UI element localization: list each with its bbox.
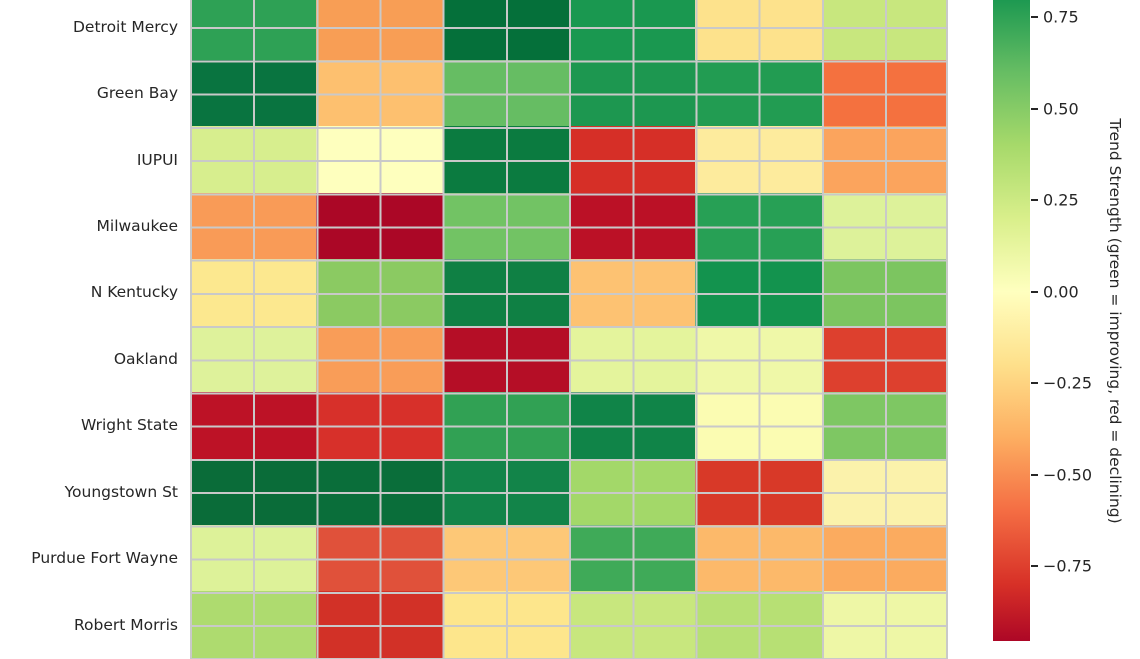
heatmap-grid bbox=[190, 0, 948, 659]
colorbar-tick-mark bbox=[1031, 16, 1038, 18]
row-label: Detroit Mercy bbox=[72, 17, 178, 36]
heatmap-cell bbox=[569, 192, 696, 260]
row-label: Oakland bbox=[113, 349, 178, 368]
colorbar-tick-label: −0.25 bbox=[1043, 373, 1093, 393]
heatmap-cell bbox=[821, 591, 948, 658]
heatmap-cell bbox=[695, 126, 822, 193]
row-label: Green Bay bbox=[96, 84, 178, 103]
heatmap-cell bbox=[190, 458, 317, 525]
heatmap-cell bbox=[569, 392, 696, 459]
y-axis-labels: Detroit Mercy Green Bay IUPUI Milwaukee N Ke… bbox=[0, 0, 178, 641]
heatmap-cell bbox=[821, 126, 948, 193]
heatmap-cell bbox=[190, 60, 317, 127]
heatmap-cell bbox=[442, 325, 569, 393]
heatmap-cell bbox=[190, 392, 317, 459]
heatmap-cell bbox=[190, 192, 317, 260]
heatmap-cell bbox=[569, 591, 696, 658]
heatmap-cell bbox=[695, 524, 822, 592]
heatmap-cell bbox=[821, 60, 948, 127]
colorbar-tick-label: 0.50 bbox=[1043, 99, 1079, 118]
heatmap-cell bbox=[190, 0, 317, 61]
colorbar-tick-label: 0.00 bbox=[1043, 282, 1079, 301]
heatmap-cell bbox=[569, 524, 696, 592]
heatmap-cell bbox=[190, 325, 317, 393]
heatmap-cell bbox=[442, 458, 569, 525]
heatmap-cell bbox=[442, 60, 569, 127]
colorbar-axis-label: Trend Strength (green = improving, red =… bbox=[1106, 117, 1124, 524]
heatmap-cell bbox=[821, 524, 948, 592]
row-label: N Kentucky bbox=[90, 283, 178, 302]
heatmap-cell bbox=[569, 126, 696, 193]
heatmap-cell bbox=[695, 0, 822, 61]
heatmap-cell bbox=[821, 192, 948, 260]
heatmap-cell bbox=[695, 392, 822, 459]
heatmap-cell bbox=[569, 458, 696, 525]
colorbar-gradient bbox=[993, 0, 1030, 641]
heatmap-cell bbox=[695, 325, 822, 393]
heatmap-cell bbox=[442, 0, 569, 61]
heatmap-cell bbox=[316, 0, 443, 61]
heatmap-cell bbox=[190, 591, 317, 658]
heatmap-cell bbox=[821, 259, 948, 326]
heatmap-cell bbox=[190, 259, 317, 326]
heatmap-cell bbox=[190, 524, 317, 592]
heatmap-cell bbox=[821, 325, 948, 393]
heatmap-cell bbox=[442, 524, 569, 592]
heatmap-cell bbox=[695, 458, 822, 525]
heatmap-cell bbox=[569, 0, 696, 61]
heatmap-cell bbox=[695, 259, 822, 326]
heatmap-cell bbox=[442, 591, 569, 658]
heatmap-cell bbox=[695, 60, 822, 127]
heatmap-cell bbox=[695, 591, 822, 658]
colorbar-tick-label: 0.25 bbox=[1043, 190, 1079, 210]
heatmap-cell bbox=[442, 259, 569, 326]
colorbar-tick-mark bbox=[1031, 473, 1038, 476]
heatmap-cell bbox=[442, 392, 569, 459]
colorbar-tick-mark bbox=[1031, 382, 1038, 384]
heatmap-cell bbox=[316, 60, 443, 127]
row-label: Purdue Fort Wayne bbox=[31, 549, 178, 568]
heatmap-cell bbox=[316, 392, 443, 459]
heatmap-cell bbox=[442, 192, 569, 260]
colorbar-tick-mark bbox=[1031, 107, 1038, 110]
heatmap-cell bbox=[316, 192, 443, 260]
row-label: IUPUI bbox=[136, 150, 178, 169]
heatmap-cell bbox=[821, 458, 948, 525]
row-label: Youngstown St bbox=[64, 482, 178, 501]
heatmap-cell bbox=[442, 126, 569, 193]
heatmap-cell bbox=[316, 591, 443, 658]
colorbar-tick-label: 0.75 bbox=[1043, 7, 1079, 27]
heatmap-cell bbox=[821, 0, 948, 61]
heatmap-cell bbox=[695, 192, 822, 260]
heatmap-cell bbox=[569, 259, 696, 326]
heatmap-cell bbox=[569, 60, 696, 127]
heatmap-cell bbox=[190, 126, 317, 193]
heatmap-cell bbox=[569, 325, 696, 393]
colorbar-tick-mark bbox=[1031, 565, 1038, 567]
row-label: Robert Morris bbox=[73, 615, 178, 634]
heatmap-cell bbox=[316, 458, 443, 525]
colorbar-tick-mark bbox=[1031, 199, 1038, 201]
heatmap-cell bbox=[316, 126, 443, 193]
heatmap-cell bbox=[316, 524, 443, 592]
heatmap-cell bbox=[316, 259, 443, 326]
colorbar-tick-label: −0.75 bbox=[1043, 556, 1093, 576]
row-label: Milwaukee bbox=[96, 217, 178, 236]
colorbar-tick-label: −0.50 bbox=[1043, 465, 1093, 484]
heatmap-cell bbox=[821, 392, 948, 459]
colorbar-tick-mark bbox=[1031, 290, 1038, 293]
heatmap-cell bbox=[316, 325, 443, 393]
row-label: Wright State bbox=[80, 416, 178, 435]
